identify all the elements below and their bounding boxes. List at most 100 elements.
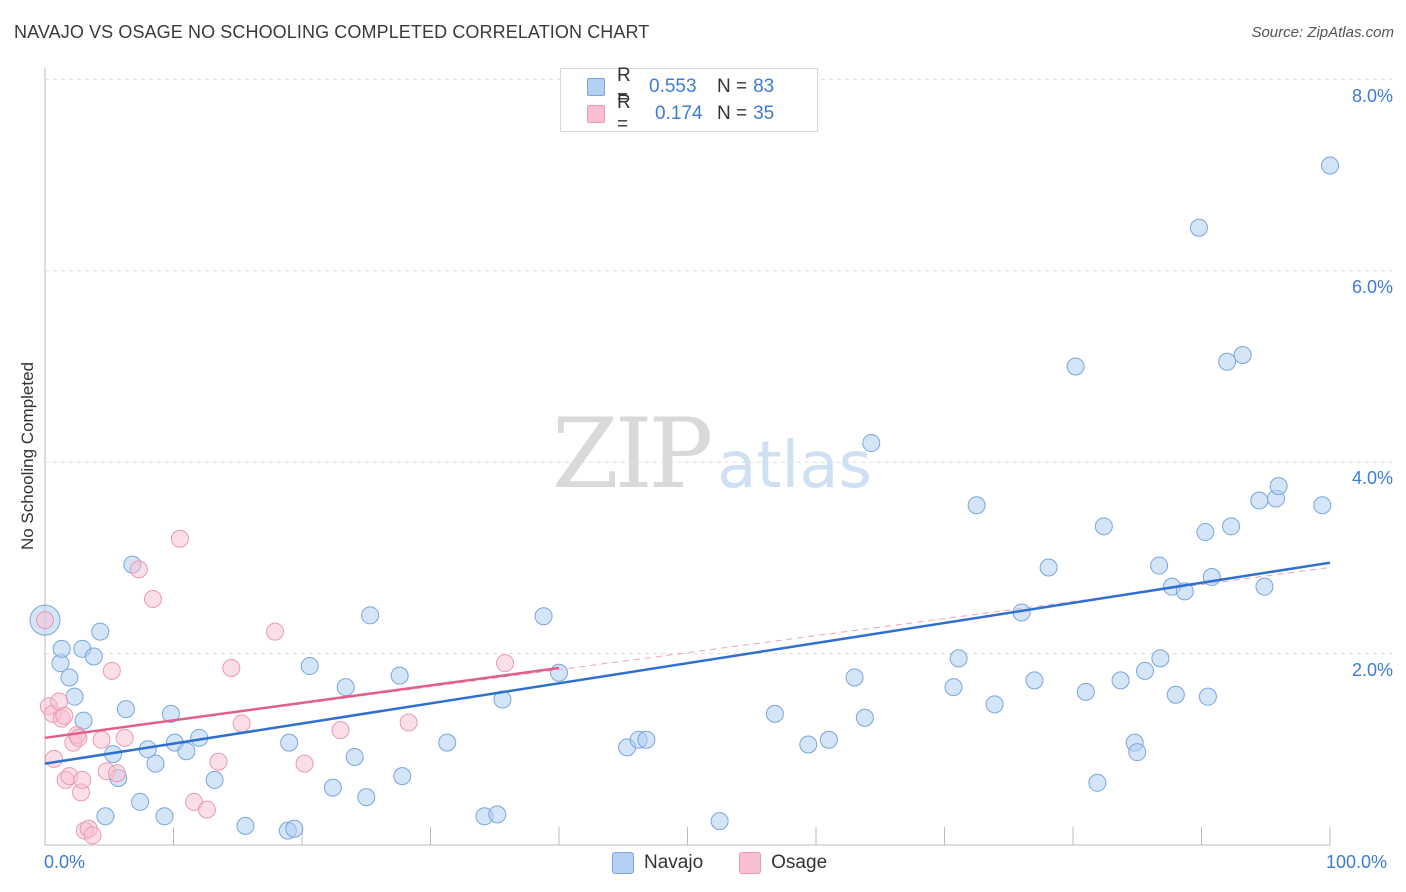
osage-legend-swatch: [739, 852, 762, 874]
navajo-point: [177, 742, 196, 761]
navajo-point: [1066, 357, 1085, 376]
osage-point: [331, 721, 350, 740]
osage-point: [129, 560, 148, 579]
navajo-point: [1269, 477, 1288, 496]
legend-row-navajo: R = 0.553 N = 83: [587, 65, 775, 108]
navajo-legend-label: Navajo: [644, 852, 704, 873]
navajo-point: [84, 647, 103, 666]
osage-point: [496, 654, 515, 673]
osage-point: [209, 752, 228, 771]
watermark-zip: ZIP: [552, 398, 713, 510]
navajo-point: [710, 812, 729, 831]
series-legend: Navajo Osage: [612, 852, 827, 874]
navajo-point: [1094, 517, 1113, 536]
navajo-point: [534, 607, 553, 626]
y-tick-label-6: 6.0%: [1351, 277, 1393, 297]
n-label: N =: [717, 76, 748, 97]
navajo-point: [550, 663, 568, 682]
navajo-point: [855, 708, 874, 727]
navajo-point: [1025, 671, 1044, 690]
navajo-point: [357, 788, 376, 807]
osage-point: [143, 590, 162, 609]
navajo-point: [1233, 346, 1252, 365]
y-tick-label-4: 4.0%: [1351, 468, 1393, 488]
n-value-osage: 35: [753, 103, 775, 124]
navajo-point: [799, 735, 818, 754]
watermark-atlas: atlas: [717, 429, 872, 503]
navajo-point: [1222, 517, 1241, 536]
navajo-point: [60, 668, 79, 687]
r-value-osage: 0.174: [655, 103, 703, 124]
osage-point: [107, 764, 126, 783]
osage-point: [115, 728, 134, 747]
source-label: Source: ZipAtlas.com: [1251, 24, 1394, 41]
osage-trend-line: [44, 666, 560, 740]
watermark: ZIP atlas: [552, 398, 872, 510]
navajo-point: [390, 666, 409, 685]
navajo-point: [1166, 685, 1185, 704]
navajo-legend-swatch: [612, 852, 634, 874]
navajo-point: [1088, 773, 1107, 792]
chart-title: NAVAJO VS OSAGE NO SCHOOLING COMPLETED C…: [14, 22, 650, 42]
navajo-point: [1151, 649, 1170, 668]
navajo-point: [300, 657, 319, 676]
navajo-point: [155, 807, 174, 826]
navajo-point: [345, 747, 364, 766]
navajo-point: [1150, 556, 1169, 575]
navajo-point: [1250, 491, 1269, 510]
osage-point: [73, 770, 92, 789]
navajo-point: [393, 767, 412, 786]
osage-legend-label: Osage: [771, 852, 828, 873]
osage-point: [55, 706, 74, 725]
navajo-point: [488, 805, 507, 824]
x-tick-label-max: 100.0%: [1326, 852, 1388, 872]
y-tick-label-8: 8.0%: [1351, 86, 1393, 106]
n-value-navajo: 83: [753, 76, 775, 97]
osage-point: [36, 611, 54, 630]
navajo-point: [116, 700, 135, 719]
navajo-point: [1135, 661, 1154, 680]
osage-point: [83, 826, 102, 845]
navajo-point: [65, 687, 84, 706]
navajo-point: [1189, 218, 1208, 237]
navajo-point: [1128, 743, 1147, 762]
navajo-point: [845, 668, 864, 687]
navajo-point: [236, 816, 255, 835]
y-tick-label-2: 2.0%: [1351, 660, 1393, 680]
navajo-point: [1218, 352, 1237, 371]
osage-point: [170, 529, 189, 548]
navajo-point: [438, 733, 457, 752]
navajo-point: [91, 622, 110, 641]
correlation-legend: R = 0.553 N = 83 R = 0.174 N = 35: [560, 65, 818, 135]
navajo-point: [336, 678, 355, 697]
navajo-point: [637, 730, 656, 749]
navajo-point: [161, 704, 180, 723]
navajo-point: [967, 496, 986, 515]
navajo-point: [285, 819, 304, 838]
navajo-point: [1196, 523, 1215, 542]
navajo-point: [96, 807, 115, 826]
r-label: R =: [617, 92, 631, 135]
osage-point: [222, 658, 241, 677]
osage-point: [92, 730, 111, 749]
navajo-point: [1039, 558, 1058, 577]
legend-row-osage: R = 0.174 N = 35: [587, 92, 775, 135]
navajo-point: [1076, 682, 1095, 701]
n-label: N =: [717, 103, 748, 124]
osage-point: [102, 661, 121, 680]
navajo-trend-line: [44, 561, 1331, 765]
navajo-point: [1255, 577, 1274, 596]
navajo-point: [131, 792, 150, 811]
osage-swatch: [587, 105, 605, 123]
osage-point: [232, 714, 251, 733]
osage-point: [399, 713, 418, 732]
navajo-point: [765, 704, 784, 723]
navajo-point: [1313, 496, 1332, 515]
navajo-point: [944, 678, 963, 697]
navajo-swatch: [587, 78, 605, 96]
navajo-point: [280, 733, 299, 752]
osage-point: [44, 749, 63, 768]
navajo-point: [1321, 156, 1339, 175]
y-axis-label: No Schooling Completed: [18, 361, 37, 551]
